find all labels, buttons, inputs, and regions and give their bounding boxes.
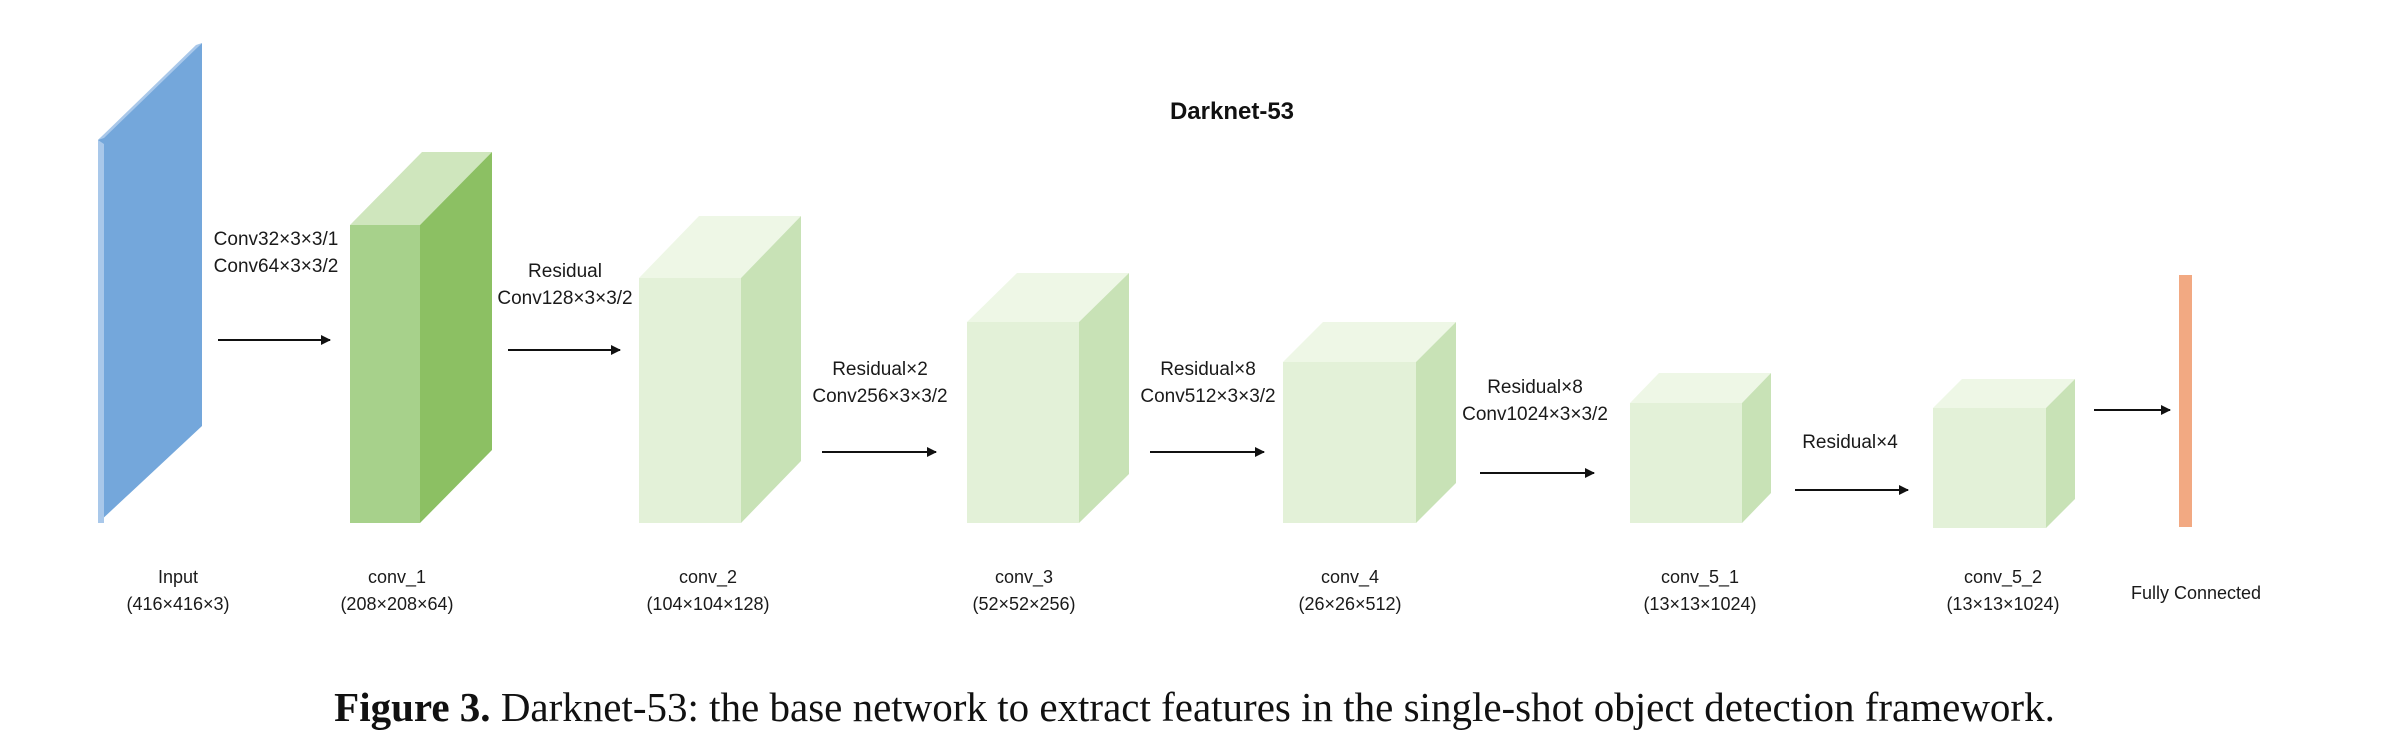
caption-text: Darknet-53: the base network to extract …: [500, 684, 2055, 730]
block-label-conv52: conv_5_2: [1964, 567, 2042, 588]
conv3-front-face: [967, 322, 1079, 523]
block-dims-conv2: (104×104×128): [646, 594, 769, 614]
conv1-top-face: [350, 152, 492, 225]
block-label-conv4: conv_4: [1321, 567, 1379, 588]
transition-5: Residual×8 Conv1024×3×3/2: [1462, 377, 1608, 478]
block-label-input: Input: [158, 567, 198, 587]
conv52-front-face: [1933, 408, 2046, 528]
block-dims-conv52: (13×13×1024): [1946, 594, 2059, 614]
block-label-conv1: conv_1: [368, 567, 426, 588]
conv52-top-face: [1933, 379, 2075, 408]
fully-connected-bar: [2179, 275, 2192, 527]
conv51-front-face: [1630, 403, 1742, 523]
block-conv51: [1630, 373, 1771, 523]
conv1-front-face: [350, 225, 420, 523]
transition-4: Residual×8 Conv512×3×3/2: [1140, 359, 1276, 457]
transition-3: Residual×2 Conv256×3×3/2: [812, 359, 948, 457]
input-sheet-edge: [98, 43, 202, 140]
arrows-layer: Conv32×3×3/1 Conv64×3×3/2 Residual Conv128×…: [214, 229, 2171, 495]
block-dims-conv4: (26×26×512): [1298, 594, 1401, 614]
conv51-top-face: [1630, 373, 1771, 403]
block-dims-input: (416×416×3): [126, 594, 229, 614]
conv52-side-face: [2046, 379, 2075, 528]
block-label-conv2: conv_2: [679, 567, 737, 588]
transition-1: Conv32×3×3/1 Conv64×3×3/2: [214, 229, 339, 345]
block-label-conv3: conv_3: [995, 567, 1053, 588]
transition-1-line-1: Conv32×3×3/1: [214, 229, 339, 250]
transition-2-line-1: Residual: [528, 261, 602, 282]
conv4-front-face: [1283, 362, 1416, 523]
conv1-side-face: [420, 152, 492, 523]
block-label-fc: Fully Connected: [2131, 583, 2261, 603]
transition-3-line-2: Conv256×3×3/2: [812, 386, 947, 407]
conv2-side-face: [741, 216, 801, 523]
block-label-conv51: conv_5_1: [1661, 567, 1739, 588]
input-sheet-side: [98, 140, 104, 523]
conv4-side-face: [1416, 322, 1456, 523]
transition-2: Residual Conv128×3×3/2: [497, 261, 633, 355]
conv51-side-face: [1742, 373, 1771, 523]
input-sheet-front: [98, 43, 202, 523]
transition-2-line-2: Conv128×3×3/2: [497, 288, 632, 309]
block-dims-conv1: (208×208×64): [340, 594, 453, 614]
block-conv1: [350, 152, 492, 523]
transition-5-line-1: Residual×8: [1487, 377, 1583, 398]
block-dims-conv51: (13×13×1024): [1643, 594, 1756, 614]
transition-6: Residual×4: [1795, 432, 1909, 495]
block-conv52: [1933, 379, 2075, 528]
diagram-title: Darknet-53: [1170, 98, 1294, 125]
block-input: [98, 43, 202, 523]
block-dims-conv3: (52×52×256): [972, 594, 1075, 614]
block-conv2: [639, 216, 801, 523]
transition-4-line-1: Residual×8: [1160, 359, 1256, 380]
block-conv4: [1283, 322, 1456, 523]
figure-caption: Figure 3. Darknet-53: the base network t…: [0, 683, 2389, 731]
transition-3-line-1: Residual×2: [832, 359, 928, 380]
conv4-top-face: [1283, 322, 1456, 362]
conv2-top-face: [639, 216, 801, 278]
transition-1-line-2: Conv64×3×3/2: [214, 256, 339, 277]
conv2-front-face: [639, 278, 741, 523]
transition-4-line-2: Conv512×3×3/2: [1140, 386, 1275, 407]
transition-6-line-1: Residual×4: [1802, 432, 1898, 453]
block-fc: [2179, 275, 2192, 527]
conv3-top-face: [967, 273, 1129, 322]
conv3-side-face: [1079, 273, 1129, 523]
labels-layer: Input (416×416×3) conv_1 (208×208×64) conv_2…: [126, 567, 2261, 614]
block-conv3: [967, 273, 1129, 523]
caption-label: Figure 3.: [334, 684, 491, 730]
transition-5-line-2: Conv1024×3×3/2: [1462, 404, 1608, 425]
blocks-layer: [98, 43, 2192, 528]
